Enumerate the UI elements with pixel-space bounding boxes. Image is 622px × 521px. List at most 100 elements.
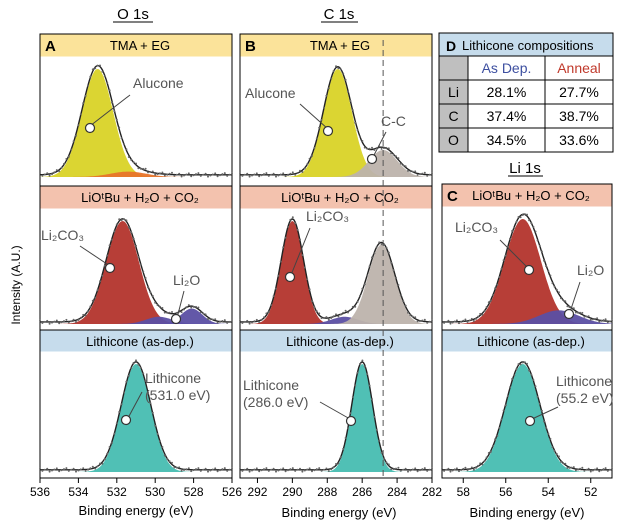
- data-point: [602, 468, 605, 471]
- data-point: [243, 173, 246, 176]
- data-point: [171, 171, 173, 174]
- data-point: [228, 468, 231, 471]
- table-element-li: Li: [448, 84, 459, 100]
- data-point: [149, 402, 152, 405]
- data-point: [87, 84, 89, 87]
- data-point: [596, 317, 599, 320]
- data-point: [568, 306, 571, 309]
- data-point: [366, 373, 369, 376]
- data-point: [323, 468, 325, 471]
- data-point: [142, 167, 145, 170]
- annotation-leader: [299, 103, 329, 130]
- data-point: [555, 453, 558, 455]
- data-point: [301, 254, 304, 257]
- data-point: [428, 320, 431, 323]
- data-point: [547, 432, 550, 435]
- label-cc: C-C: [381, 113, 406, 129]
- data-point: [258, 470, 261, 473]
- data-point: [500, 267, 503, 270]
- data-point: [228, 320, 231, 323]
- data-point: [263, 316, 265, 319]
- data-point: [335, 313, 337, 316]
- peak-component-1: [40, 316, 232, 324]
- data-point: [239, 319, 241, 322]
- x-tick-label: 526: [222, 485, 242, 499]
- data-point: [243, 468, 246, 471]
- data-point: [209, 174, 212, 177]
- data-point: [178, 466, 181, 469]
- data-point: [395, 276, 397, 279]
- data-point: [426, 469, 429, 472]
- data-point: [284, 175, 287, 178]
- data-point: [572, 466, 575, 469]
- data-point: [466, 321, 469, 323]
- data-point: [318, 126, 321, 129]
- data-point: [89, 467, 92, 470]
- data-point: [306, 278, 309, 281]
- data-point: [106, 81, 109, 84]
- data-point: [472, 468, 475, 471]
- data-point: [496, 434, 499, 437]
- table-element-cell: [439, 104, 468, 128]
- data-point: [574, 469, 577, 472]
- data-point: [579, 467, 582, 470]
- panel-letter-a: A: [45, 38, 56, 55]
- data-point: [96, 289, 99, 291]
- column-title-o1s: O 1s: [117, 6, 149, 23]
- data-point: [301, 470, 304, 473]
- data-point: [207, 318, 209, 320]
- data-point: [318, 467, 321, 470]
- data-point: [594, 317, 596, 320]
- data-point: [284, 236, 287, 239]
- peak-li-co-: [240, 221, 432, 324]
- data-point: [511, 378, 514, 380]
- data-point: [347, 90, 349, 93]
- data-point: [407, 311, 409, 314]
- data-point: [46, 467, 49, 470]
- data-point: [589, 470, 592, 473]
- data-point: [275, 287, 277, 290]
- data-point: [183, 308, 185, 311]
- data-point: [547, 270, 550, 272]
- data-point: [528, 219, 531, 222]
- data-point: [231, 319, 233, 322]
- data-point: [378, 241, 381, 244]
- table-title: Lithicone compositions: [462, 38, 594, 53]
- data-point: [560, 297, 562, 300]
- data-point: [72, 140, 75, 143]
- data-point: [115, 118, 118, 121]
- data-point: [211, 318, 214, 321]
- data-point: [65, 318, 68, 321]
- data-point: [79, 113, 82, 116]
- data-point: [383, 457, 385, 460]
- data-point: [496, 283, 499, 286]
- data-point: [494, 438, 497, 441]
- data-point: [483, 460, 486, 463]
- data-point: [494, 287, 497, 290]
- data-point: [127, 226, 130, 229]
- table-header-asdep: As Dep.: [482, 60, 532, 76]
- data-point: [67, 155, 70, 158]
- marker-lithicone-o: [120, 414, 132, 426]
- data-point: [453, 320, 456, 323]
- data-point: [72, 467, 75, 470]
- data-point: [77, 469, 80, 472]
- data-point: [246, 319, 249, 322]
- peak-lithicone-531-0-ev-: [40, 364, 232, 472]
- data-point: [313, 469, 316, 472]
- data-point: [135, 359, 137, 362]
- data-point: [289, 218, 292, 221]
- data-point: [101, 274, 104, 277]
- data-point: [327, 318, 330, 321]
- data-point: [545, 426, 548, 429]
- data-point: [223, 467, 226, 470]
- data-point: [479, 312, 482, 315]
- data-point: [443, 469, 446, 472]
- data-point: [253, 173, 256, 176]
- data-point: [118, 218, 121, 221]
- data-point: [426, 174, 429, 177]
- data-point: [351, 109, 354, 112]
- data-point: [598, 320, 601, 323]
- data-point: [349, 99, 352, 102]
- marker-li2co3-c: [284, 271, 296, 283]
